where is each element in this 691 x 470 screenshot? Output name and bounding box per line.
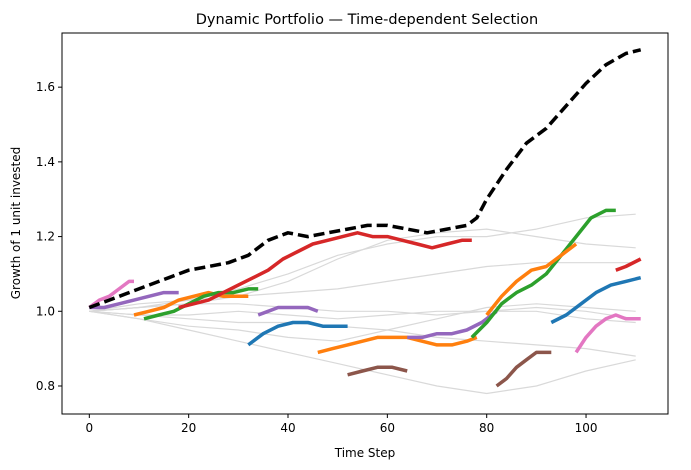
segment-line-6 (257, 305, 319, 317)
y-tick-label: 1.2 (36, 230, 55, 244)
segment-line-16 (615, 257, 642, 272)
segment-line-15 (574, 313, 641, 354)
x-axis: 0 20 40 60 80 100 (85, 414, 597, 435)
segment-line-7 (247, 320, 348, 347)
x-tick-label: 0 (85, 421, 93, 435)
segment-line-10 (407, 309, 498, 340)
segment-line-3 (133, 290, 249, 317)
segment-line-14 (550, 276, 642, 325)
segment-line-12 (485, 242, 578, 317)
y-axis: 0.8 1.0 1.2 1.4 1.6 (36, 80, 62, 393)
y-tick-label: 1.6 (36, 80, 55, 94)
y-tick-label: 0.8 (36, 379, 55, 393)
segment-line-2 (89, 290, 179, 310)
x-tick-label: 80 (479, 421, 494, 435)
y-axis-label: Growth of 1 unit invested (9, 147, 23, 300)
background-line-1 (89, 310, 636, 357)
chart-title: Dynamic Portfolio — Time-dependent Selec… (196, 12, 539, 28)
segment-line-11 (470, 208, 616, 339)
background-line-3 (89, 310, 636, 324)
background-line-2 (89, 303, 636, 342)
y-tick-label: 1.0 (36, 304, 55, 318)
segment-line-4 (143, 287, 259, 321)
x-tick-label: 40 (280, 421, 295, 435)
x-axis-label: Time Step (334, 446, 396, 460)
plot-area (62, 33, 668, 414)
segment-line-9 (347, 365, 408, 377)
segment-line-5 (178, 231, 472, 310)
portfolio-line-group (88, 48, 642, 310)
plot-frame (61, 32, 669, 415)
segment-line-1 (88, 279, 134, 309)
x-tick-label: 100 (575, 421, 598, 435)
y-tick-label: 1.4 (36, 155, 55, 169)
x-tick-label: 60 (380, 421, 395, 435)
selection-segments (88, 208, 642, 388)
x-tick-label: 20 (181, 421, 196, 435)
segment-line-13 (495, 350, 552, 388)
segment-line-8 (317, 335, 478, 355)
portfolio-line (88, 48, 642, 310)
